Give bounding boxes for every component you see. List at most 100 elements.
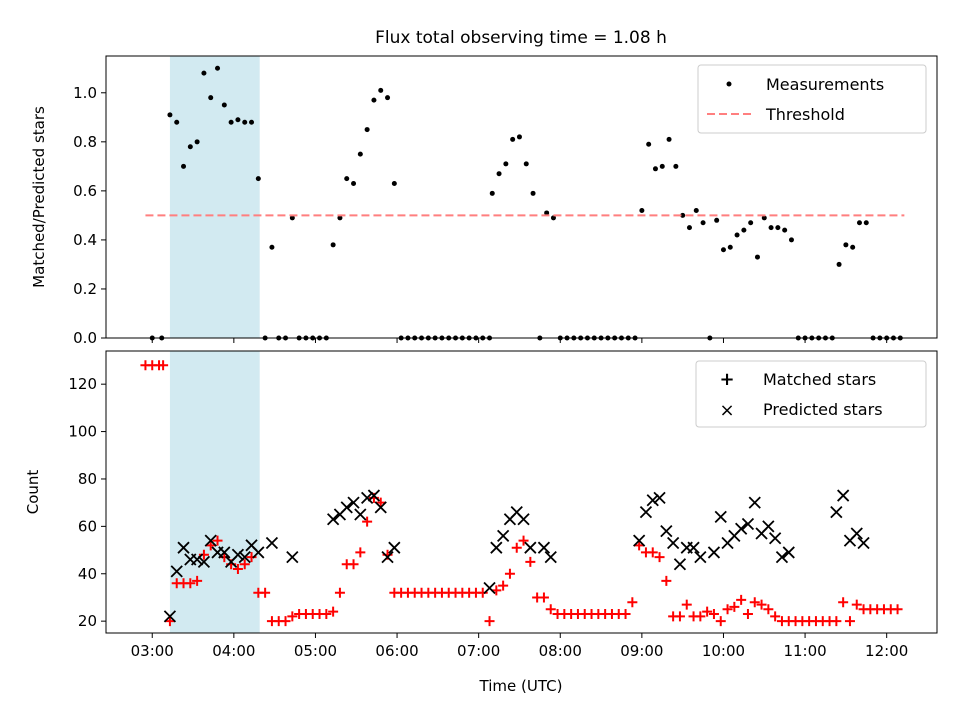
measurement-point [289,215,295,221]
predicted-star-point [497,529,510,542]
measurement-point [652,166,658,172]
measurement-point [659,163,665,169]
matched-star-point [634,540,645,551]
matched-star-point [756,599,767,610]
predicted-star-point [741,517,755,531]
predicted-star-point [762,520,775,533]
bottom-legend: + Matched stars × Predicted stars [695,360,927,428]
measurement-point [351,181,357,187]
matched-star-point [736,594,747,605]
measurement-point [782,227,788,233]
predicted-star-point [633,534,646,547]
measurement-point [269,244,275,250]
measurement-point [761,215,767,221]
matched-star-point [708,609,719,620]
y-tick-label: 0.0 [73,329,97,347]
bottom-panel: 20 40 60 80 100 120 03:00 04:00 05:00 06:00 07:00… [24,350,938,695]
measurement-point [489,190,495,196]
matched-star-point [525,556,536,567]
measurement-point [863,220,869,226]
legend-predicted-marker: × [719,400,734,421]
measurement-point [221,102,227,108]
predicted-star-point [354,508,367,521]
measurement-point [357,151,363,157]
measurement-point [201,70,207,76]
matched-star-point [545,604,556,615]
predicted-star-point [639,506,653,519]
predicted-star-point [197,555,211,569]
measurement-point [530,190,536,196]
measurement-point [235,117,241,123]
measurement-point [714,217,720,223]
matched-star-point [518,535,529,546]
matched-star-point [831,616,842,627]
bottom-legend-box [695,360,927,428]
matched-star-point [355,547,366,558]
y-tick-label: 80 [78,470,97,488]
measurement-point [228,119,234,125]
measurement-point [208,95,214,101]
matched-star-point [232,564,243,575]
predicted-star-point [490,541,503,554]
y-tick-label: 20 [78,612,97,630]
matched-star-point [715,616,726,627]
bottom-x-axis-label: Time (UTC) [479,677,563,695]
matched-star-point [164,616,175,627]
matched-star-point [844,616,855,627]
matched-star-point [620,609,631,620]
matched-star-point [334,587,345,598]
matched-star-point [321,609,332,620]
measurement-point [255,176,261,182]
predicted-star-point [190,553,204,566]
y-tick-label: 60 [78,517,97,535]
matched-star-point [498,580,509,591]
predicted-star-point [857,536,870,550]
measurement-point [187,144,193,150]
top-highlight-span [169,56,260,338]
measurement-point [680,212,686,218]
bottom-plot-frame [105,350,938,634]
predicted-star-point [163,610,177,623]
predicted-star-point [735,522,748,535]
measurement-point [371,97,377,103]
matched-star-point [511,542,522,553]
measurement-point [385,95,391,101]
matched-star-point [661,575,672,586]
measurement-point [337,215,343,221]
y-tick-label: 120 [68,375,97,393]
measurement-point [510,136,516,142]
predicted-star-point [374,501,387,514]
matched-star-point [375,497,386,508]
measurement-point [174,119,180,125]
measurement-point [215,65,221,71]
predicted-star-point [347,496,360,509]
matched-star-point [674,611,685,622]
measurement-point [646,141,652,147]
predicted-star-point [830,506,843,519]
measurement-point [836,261,842,267]
predicted-star-point [177,541,190,554]
legend-predicted-label: Predicted stars [763,400,883,419]
measurement-point [249,119,255,125]
measurement-point [754,254,760,260]
measurement-point [748,220,754,226]
y-tick-label: 0.4 [73,231,97,249]
measurement-point [741,227,747,233]
top-legend: Measurements Threshold [697,64,927,134]
highlight-span-rect [169,351,260,633]
x-tick-label: 04:00 [212,642,255,660]
measurement-point [693,207,699,213]
x-tick-label: 10:00 [702,642,745,660]
matched-star-point [205,540,216,551]
x-tick-label: 07:00 [457,642,500,660]
x-tick-label: 03:00 [131,642,174,660]
measurement-point [727,244,733,250]
predicted-star-point [381,551,394,564]
predicted-star-point [517,513,530,526]
matched-star-point [729,601,740,612]
top-panel: Flux total observing time = 1.08 h 0.00.… [30,28,938,347]
x-tick-label: 06:00 [375,642,418,660]
measurement-point [503,161,509,167]
measurement-point [496,171,502,177]
x-tick-label: 05:00 [294,642,337,660]
